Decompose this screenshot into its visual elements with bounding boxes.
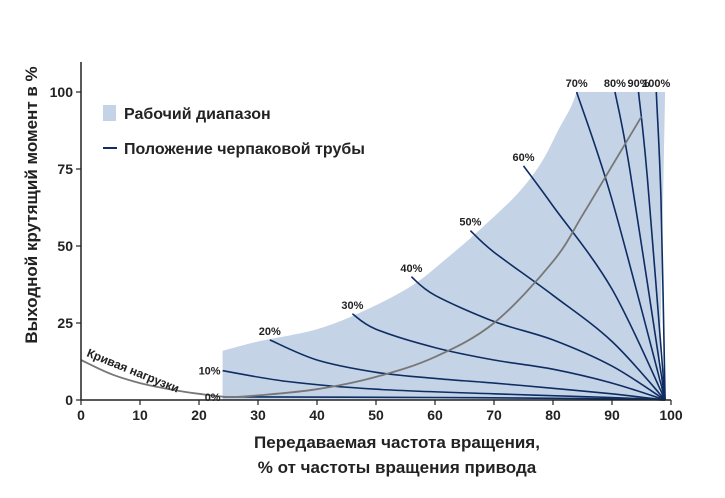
- x-tick-label: 40: [309, 407, 325, 423]
- x-tick-label: 100: [659, 407, 683, 423]
- load-curve-layer: [80, 116, 643, 398]
- y-tick-label: 0: [65, 392, 73, 408]
- load-curve: [80, 116, 643, 398]
- x-tick-label: 20: [191, 407, 207, 423]
- scoop-lines-layer: [222, 91, 666, 401]
- scoop-label-30pct: 30%: [341, 300, 363, 312]
- x-tick-label: 0: [77, 407, 85, 423]
- load-curve-label: Кривая нагрузки: [85, 346, 181, 396]
- operating-range-layer: [222, 92, 666, 400]
- y-tick-label: 100: [50, 84, 74, 100]
- scoop-line-40pct: [410, 276, 666, 401]
- scoop-line-80pct: [614, 91, 666, 401]
- scoop-label-80pct: 80%: [604, 78, 626, 90]
- scoop-line-90pct: [637, 91, 666, 401]
- scoop-line-60pct: [522, 165, 666, 401]
- x-tick-label: 50: [368, 407, 384, 423]
- legend-range-swatch: [103, 105, 116, 121]
- scoop-label-20pct: 20%: [259, 326, 281, 338]
- x-axis-title-line2: % от частоты вращения привода: [258, 458, 537, 477]
- legend-range-label: Рабочий диапазон: [124, 106, 271, 123]
- scoop-label-40pct: 40%: [400, 263, 422, 275]
- scoop-label-60pct: 60%: [512, 152, 534, 164]
- scoop-line-50pct: [469, 230, 666, 401]
- y-axis-title: Выходной крутящий момент в %: [22, 66, 41, 343]
- scoop-position-labels: 0% 10% 20% 30% 40% 50% 60% 70% 80% 90%100%: [199, 78, 671, 404]
- scoop-line-30pct: [351, 313, 666, 401]
- x-tick-label: 60: [427, 407, 443, 423]
- x-tick-label: 90: [604, 407, 620, 423]
- x-tick-label: 80: [545, 407, 561, 423]
- scoop-label-10pct: 10%: [199, 366, 221, 378]
- x-tick-label: 10: [132, 407, 148, 423]
- scoop-label-100pct: 100%: [642, 78, 670, 90]
- scoop-label-90pct: 90%: [628, 78, 650, 90]
- legend: Рабочий диапазон Положение черпаковой тр…: [103, 105, 365, 158]
- scoop-line-100pct: [655, 91, 666, 401]
- ticks-layer: 0 10 20 30 40 50 60 70 80 90 100 0 25 50 75 100: [50, 84, 683, 423]
- operating-range-area: [222, 92, 666, 400]
- x-tick-label: 70: [486, 407, 502, 423]
- y-tick-label: 50: [57, 238, 73, 254]
- scoop-line-20pct: [269, 339, 666, 401]
- x-tick-label: 30: [250, 407, 266, 423]
- legend-line-label: Положение черпаковой трубы: [124, 141, 365, 158]
- scoop-label-0pct: 0%: [205, 392, 221, 404]
- scoop-line-10pct: [222, 369, 666, 401]
- scoop-label-70pct: 70%: [566, 78, 588, 90]
- y-tick-label: 75: [57, 161, 73, 177]
- x-axis-title-line1: Передаваемая частота вращения,: [254, 433, 540, 452]
- scoop-line-70pct: [575, 91, 666, 401]
- scoop-label-50pct: 50%: [459, 217, 481, 229]
- y-tick-label: 25: [57, 315, 73, 331]
